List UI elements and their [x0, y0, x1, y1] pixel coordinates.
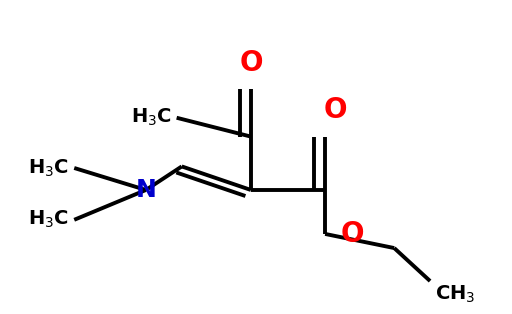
Text: H$_3$C: H$_3$C [131, 107, 172, 128]
Text: CH$_3$: CH$_3$ [435, 284, 476, 306]
Text: N: N [136, 178, 156, 202]
Text: O: O [324, 96, 347, 124]
Text: O: O [239, 49, 263, 77]
Text: H$_3$C: H$_3$C [28, 157, 69, 179]
Text: O: O [340, 220, 364, 248]
Text: H$_3$C: H$_3$C [28, 209, 69, 230]
